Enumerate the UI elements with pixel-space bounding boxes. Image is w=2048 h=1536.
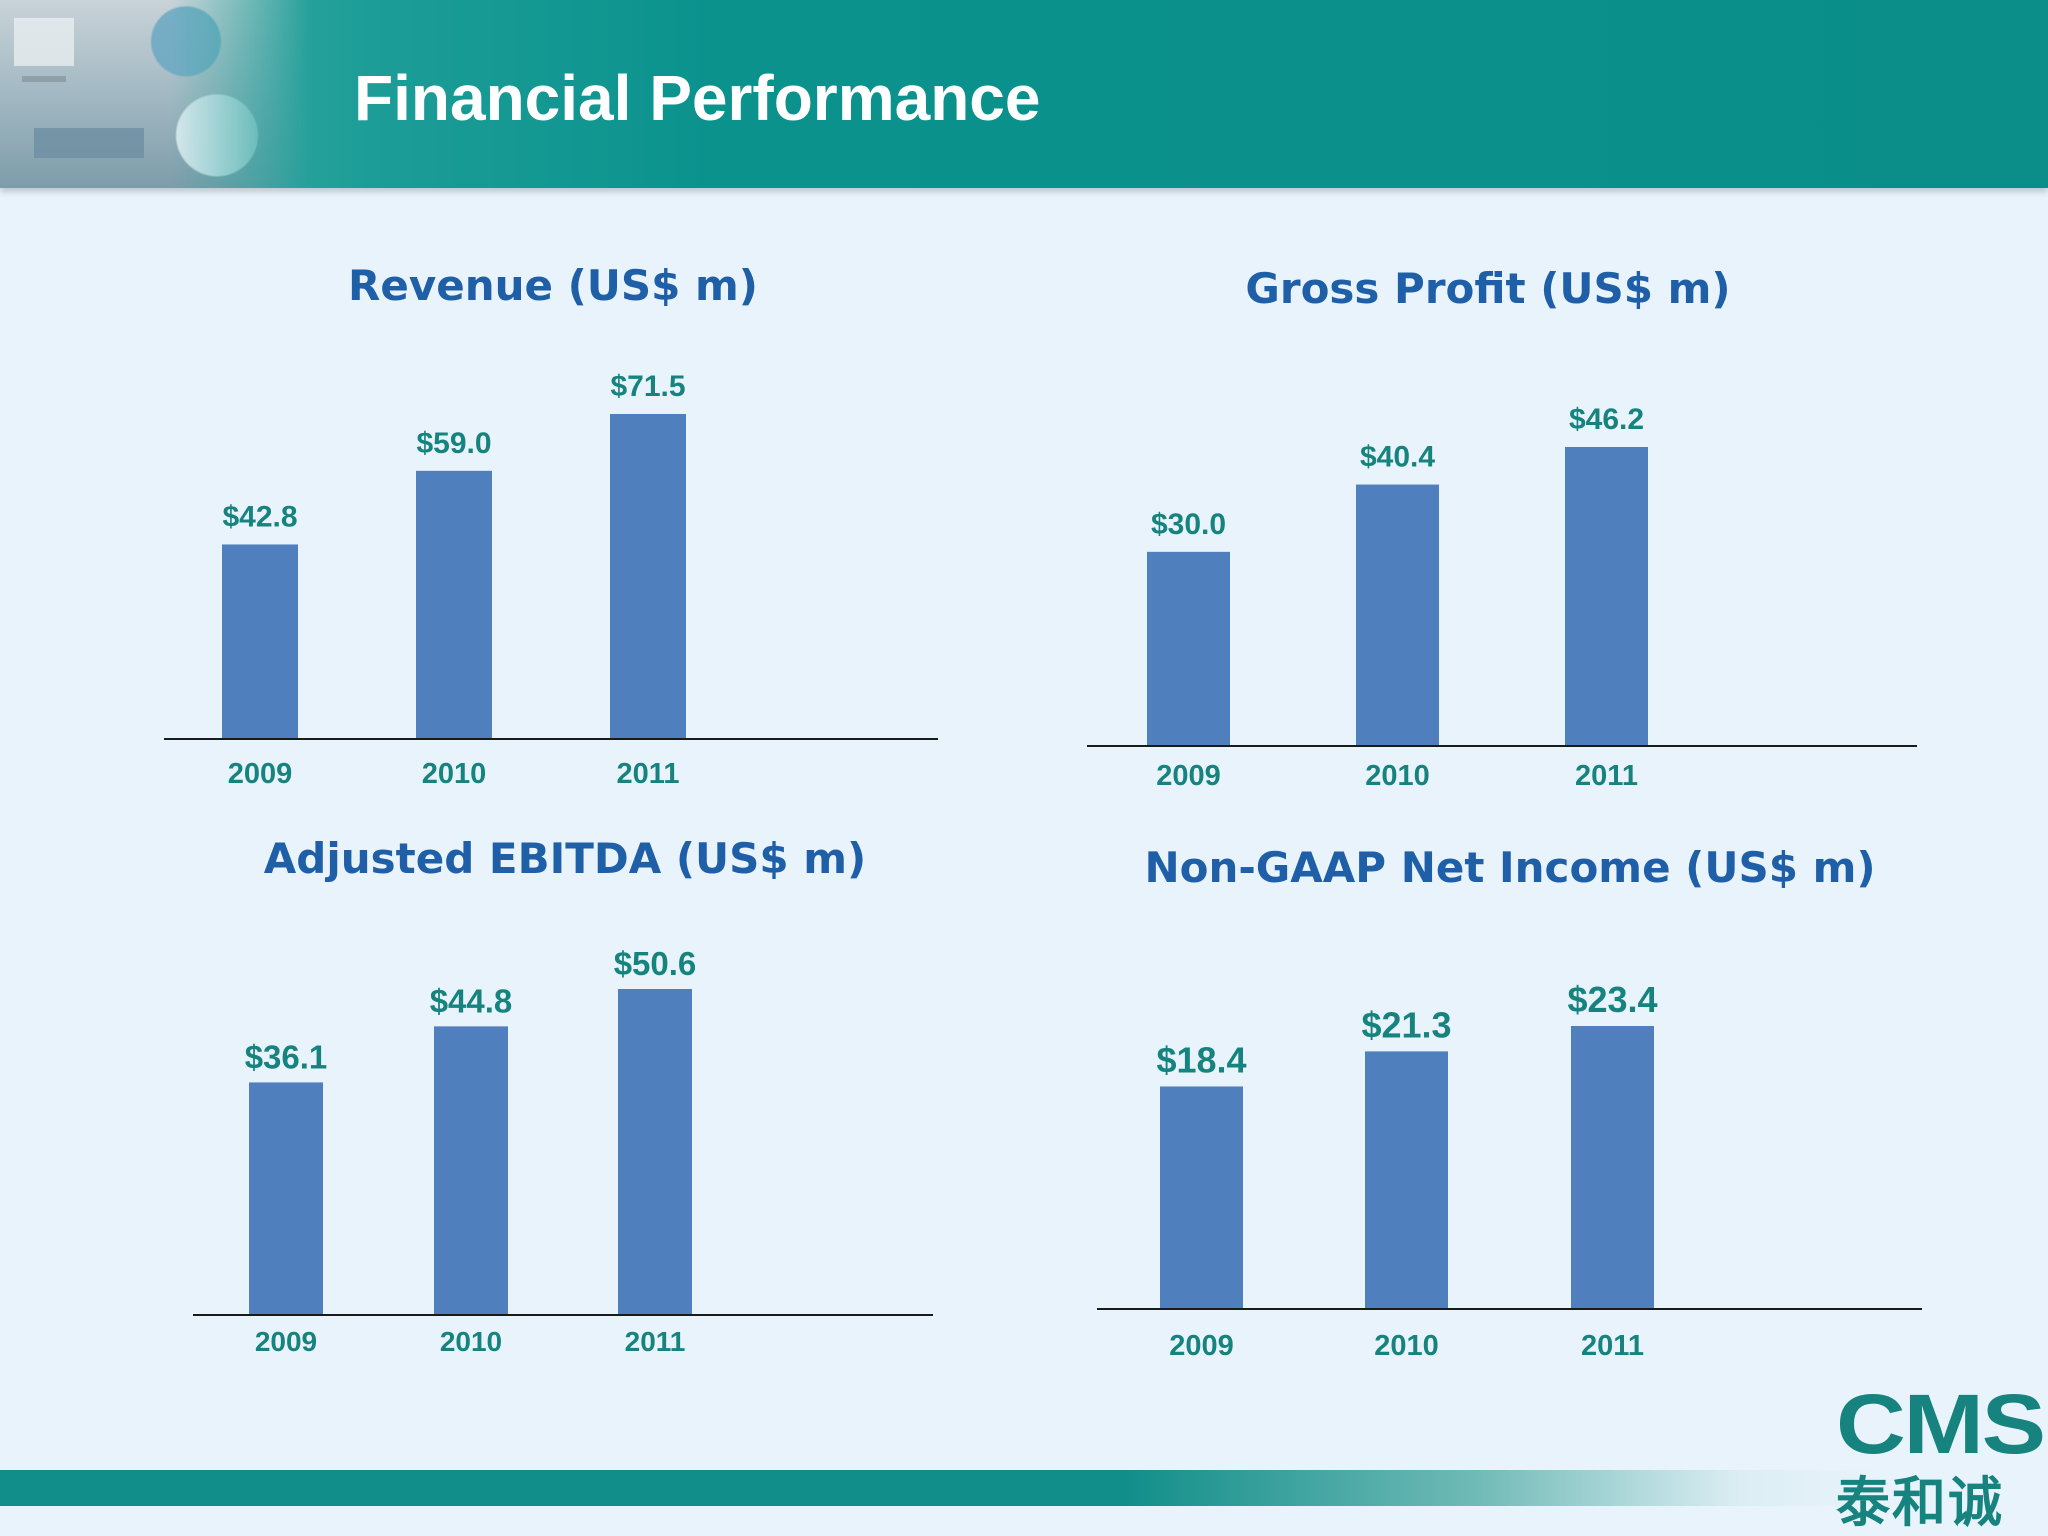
header-photo: [0, 0, 310, 188]
x-tick-label: 2010: [1374, 1330, 1439, 1362]
bar-2010: [416, 470, 492, 739]
bar-2009: [1160, 1086, 1243, 1309]
data-label: $30.0: [1151, 508, 1226, 541]
header-banner: Financial Performance: [0, 0, 2048, 188]
x-tick-label: 2009: [1169, 1330, 1234, 1362]
bar-2009: [249, 1082, 323, 1315]
chart-panel-4: Non-GAAP Net Income (US$ m) $18.4 2009 $21.…: [1097, 843, 1922, 1362]
x-tick-label: 2011: [625, 1326, 686, 1357]
logo-chinese-text: 泰和诚: [1836, 1471, 2004, 1534]
header-photo-detail: [14, 18, 164, 168]
x-tick-label: 2011: [617, 758, 680, 790]
data-label: $46.2: [1569, 403, 1644, 436]
x-tick-label: 2010: [422, 758, 487, 790]
logo-latin-text: CMS: [1836, 1377, 2046, 1471]
data-label: $21.3: [1361, 1004, 1451, 1045]
x-tick-label: 2009: [1156, 760, 1221, 792]
bar-2011: [618, 989, 692, 1315]
data-label: $71.5: [610, 370, 685, 403]
data-label: $42.8: [222, 500, 297, 533]
data-label: $59.0: [416, 427, 491, 460]
chart-panel-1: Revenue (US$ m) $42.8 2009 $59.0 2010 $71.5 20…: [164, 261, 938, 790]
chart-title: Non-GAAP Net Income (US$ m): [1144, 843, 1875, 892]
data-label: $44.8: [430, 982, 513, 1019]
data-label: $18.4: [1156, 1039, 1246, 1080]
x-tick-label: 2010: [440, 1326, 502, 1357]
data-label: $23.4: [1567, 979, 1657, 1020]
data-label: $50.6: [614, 945, 697, 982]
bar-2011: [610, 414, 686, 739]
x-tick-label: 2009: [255, 1326, 317, 1357]
data-label: $40.4: [1360, 441, 1435, 474]
slide-title: Financial Performance: [354, 62, 1041, 134]
bar-2010: [434, 1026, 508, 1315]
bar-2009: [1147, 551, 1230, 746]
x-tick-label: 2010: [1365, 760, 1430, 792]
bar-2010: [1356, 484, 1439, 746]
chart-panel-2: Gross Profit (US$ m) $30.0 2009 $40.4 2010 $4…: [1087, 264, 1917, 792]
bar-2009: [222, 544, 298, 739]
chart-panel-3: Adjusted EBITDA (US$ m) $36.1 2009 $44.8 201…: [193, 834, 933, 1357]
data-label: $36.1: [245, 1038, 328, 1075]
x-tick-label: 2011: [1575, 760, 1638, 792]
bar-2010: [1365, 1051, 1448, 1309]
chart-title: Adjusted EBITDA (US$ m): [264, 834, 866, 883]
cms-logo: CMS 泰和诚: [1836, 1382, 2046, 1534]
bar-2011: [1565, 447, 1648, 746]
x-tick-label: 2009: [228, 758, 293, 790]
chart-title: Gross Profit (US$ m): [1245, 264, 1730, 313]
x-tick-label: 2011: [1581, 1330, 1644, 1362]
bar-2011: [1571, 1026, 1654, 1309]
chart-title: Revenue (US$ m): [348, 261, 758, 310]
footer-band: [0, 1470, 2048, 1506]
